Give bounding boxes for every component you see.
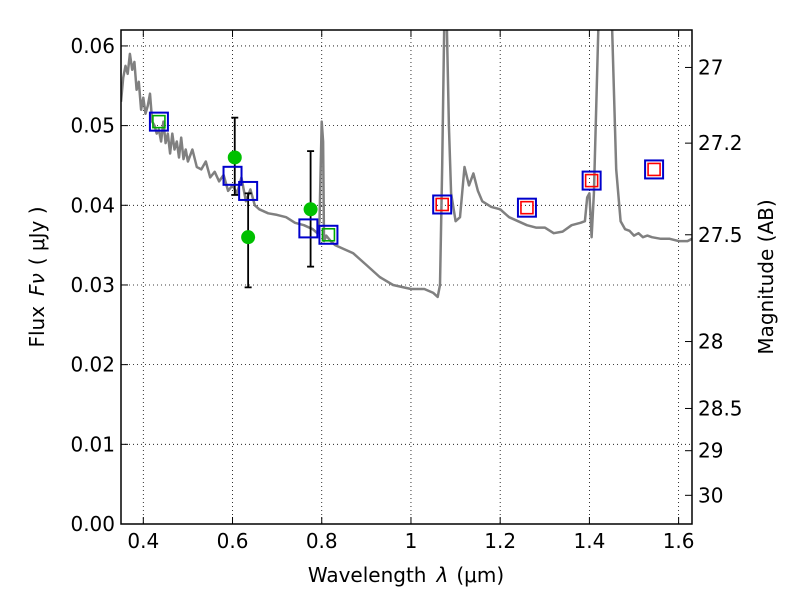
y-tick-label: 0.01	[70, 432, 115, 456]
model-photometry-square	[222, 165, 243, 186]
model-inner-square	[520, 200, 534, 215]
axis-ticks: 0.4 0.6 0.8 1 1.2 1.4 1.6 0.00 0.01 0.02 0.03 0.04 0…	[70, 30, 743, 553]
model-photometry-square	[298, 218, 319, 239]
plot-data	[121, 30, 692, 299]
model-photometry-square	[238, 180, 259, 201]
sed-model-line	[121, 30, 692, 299]
observed-point	[303, 202, 318, 217]
y2-tick-label: 29	[698, 439, 723, 463]
model-photometry-square	[581, 170, 602, 191]
plot-frame	[120, 29, 693, 525]
model-photometry-square	[148, 111, 169, 132]
y2-tick-label: 30	[698, 483, 723, 507]
y-tick-label: 0.03	[70, 273, 115, 297]
y-tick-label: 0.04	[70, 193, 115, 217]
plot-markers	[148, 111, 665, 289]
model-photometry-square	[516, 197, 537, 218]
x-tick-label: 0.4	[127, 529, 159, 553]
y2-tick-label: 27.5	[698, 223, 743, 247]
x-tick-label: 1.2	[484, 529, 516, 553]
y-axis-label: FluxFν( μJy )	[25, 206, 49, 347]
y2-tick-label: 27	[698, 55, 723, 79]
model-inner-square	[321, 227, 336, 242]
x-tick-label: 0.8	[306, 529, 338, 553]
y2-tick-label: 27.2	[698, 131, 743, 155]
plot-background	[121, 30, 692, 524]
x-tick-label: 1	[405, 529, 418, 553]
model-photometry-square	[432, 194, 453, 215]
y-tick-label: 0.00	[70, 512, 115, 536]
y-tick-label: 0.06	[70, 34, 115, 58]
model-inner-square	[152, 114, 166, 129]
model-photometry-square	[318, 224, 339, 245]
y2-tick-label: 28.5	[698, 396, 743, 420]
observed-point	[227, 150, 242, 165]
y2-tick-label: 28	[698, 330, 723, 354]
model-photometry-square	[644, 159, 665, 180]
model-inner-square	[584, 173, 599, 188]
x-tick-label: 1.6	[663, 529, 695, 553]
y-tick-label: 0.02	[70, 353, 115, 377]
x-tick-label: 0.6	[217, 529, 249, 553]
model-inner-square	[647, 162, 661, 177]
y2-axis-label: Magnitude (AB)	[754, 199, 778, 354]
x-tick-label: 1.4	[573, 529, 605, 553]
x-axis-label: Wavelength λ (μm)	[308, 563, 504, 587]
y-tick-label: 0.05	[70, 114, 115, 138]
model-inner-square	[435, 197, 449, 212]
observed-point	[241, 230, 256, 245]
